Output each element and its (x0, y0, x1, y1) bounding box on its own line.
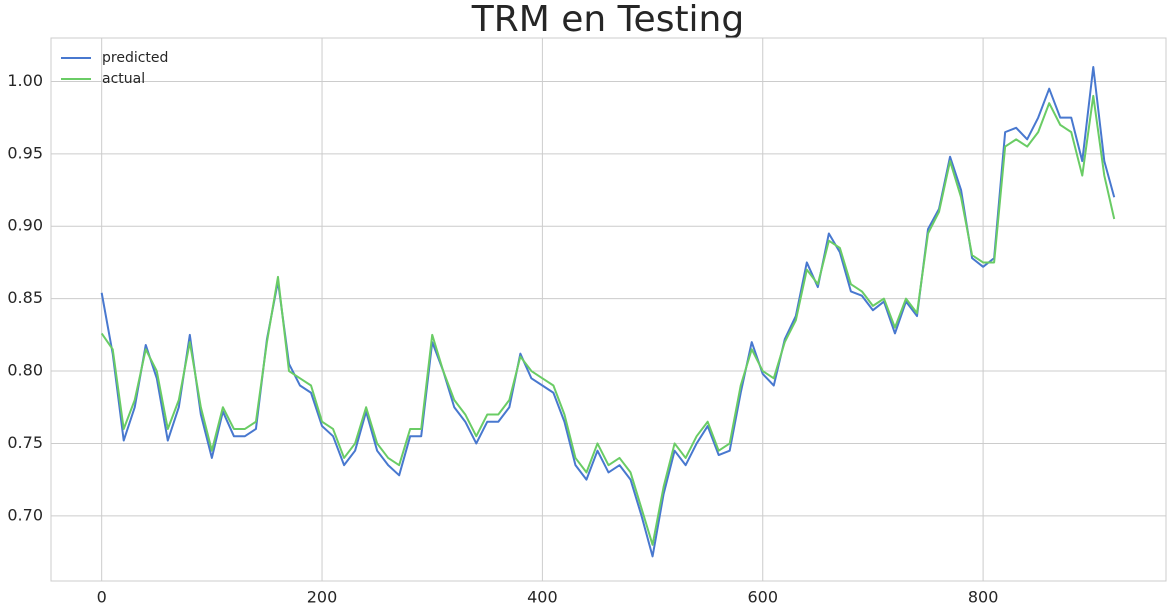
y-tick-label: 0.80 (7, 361, 43, 380)
y-tick-label: 0.70 (7, 505, 43, 524)
chart-title: TRM en Testing (471, 0, 744, 40)
x-tick-label: 800 (968, 588, 999, 607)
legend-label: predicted (102, 50, 168, 66)
x-tick-label: 200 (307, 588, 338, 607)
y-tick-label: 0.85 (7, 288, 43, 307)
y-tick-label: 0.75 (7, 433, 43, 452)
y-tick-label: 0.95 (7, 143, 43, 162)
y-tick-label: 1.00 (7, 71, 43, 90)
series-line (100, 94, 1116, 546)
x-tick-label: 0 (97, 588, 107, 607)
plot-area (51, 38, 1166, 581)
y-tick-label: 0.90 (7, 216, 43, 235)
x-tick-label: 600 (747, 588, 778, 607)
axes-frame (50, 37, 1167, 582)
x-tick-label: 400 (527, 588, 558, 607)
legend-label: actual (102, 71, 145, 87)
